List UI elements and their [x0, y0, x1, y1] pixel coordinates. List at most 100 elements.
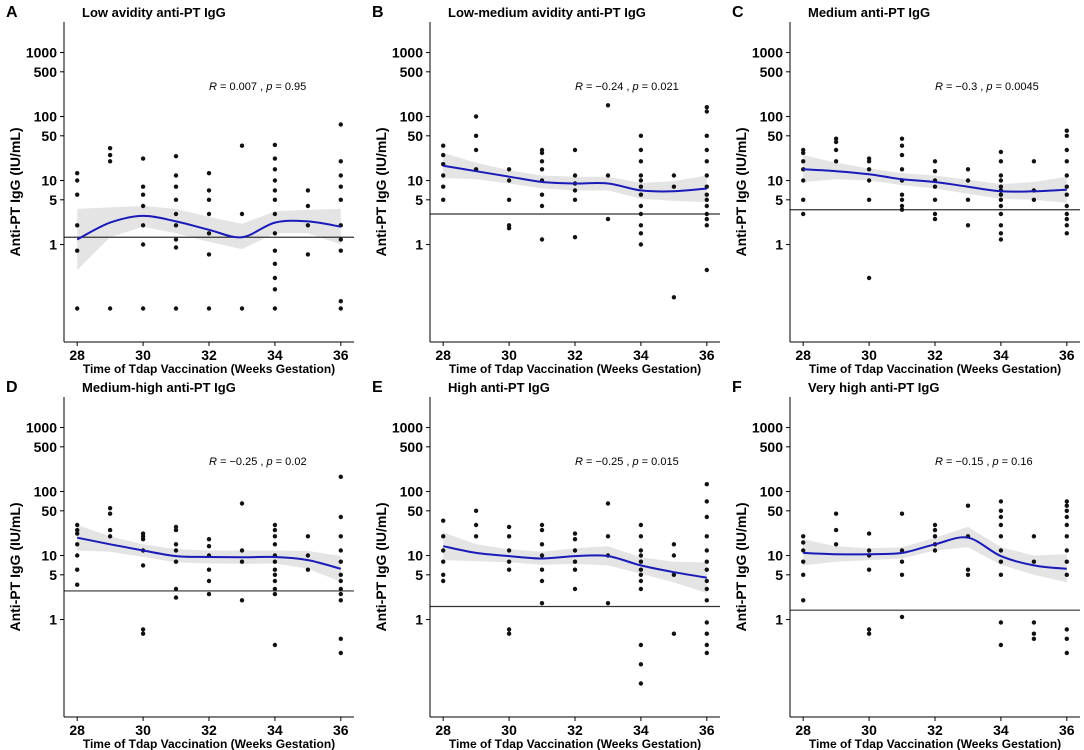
- data-point: [704, 534, 709, 539]
- data-point: [998, 522, 1004, 528]
- data-point: [704, 499, 709, 504]
- data-point: [638, 211, 644, 217]
- x-tick-label: 36: [1059, 347, 1075, 363]
- x-axis-label: Time of Tdap Vaccination (Weeks Gestatio…: [83, 737, 335, 750]
- data-point: [506, 567, 512, 572]
- data-point: [899, 203, 905, 209]
- data-point: [75, 306, 80, 311]
- data-point: [272, 248, 278, 253]
- data-point: [441, 173, 446, 178]
- p-label: p: [632, 456, 639, 468]
- data-point: [75, 171, 80, 176]
- panel-a: A Low avidity anti-PT IgG 1 5 10 50 100 500 1000…: [6, 4, 354, 376]
- data-point: [1064, 128, 1069, 133]
- x-tick-label: 30: [501, 722, 517, 738]
- data-point: [75, 527, 80, 533]
- data-point: [638, 147, 644, 153]
- correlation-annotation: R = −0.3 , p = 0.0045: [935, 81, 1039, 93]
- x-tick-label: 34: [267, 722, 283, 738]
- data-point: [1064, 192, 1069, 197]
- y-tick-label: 100: [400, 484, 424, 500]
- data-point: [866, 178, 872, 183]
- r-label: R: [575, 81, 583, 93]
- data-point: [965, 503, 971, 508]
- data-point: [932, 548, 938, 553]
- x-tick-label: 34: [633, 347, 649, 363]
- data-point: [75, 567, 80, 572]
- data-point: [605, 216, 611, 222]
- data-point: [638, 559, 644, 564]
- data-point: [1064, 548, 1069, 553]
- data-point: [965, 567, 971, 572]
- data-point: [140, 184, 146, 189]
- data-point: [272, 178, 278, 183]
- data-point: [638, 223, 644, 228]
- data-point: [866, 167, 872, 172]
- data-point: [833, 139, 839, 145]
- data-point: [638, 662, 644, 667]
- panel-b: B Low-medium avidity anti-PT IgG 1 5 10 50 100…: [372, 4, 720, 376]
- data-point: [473, 133, 479, 138]
- data-point: [998, 223, 1004, 228]
- x-tick-label: 28: [69, 722, 85, 738]
- data-point: [704, 197, 709, 202]
- data-point: [75, 223, 80, 228]
- data-point: [206, 591, 212, 597]
- data-point: [305, 203, 311, 209]
- data-point: [866, 531, 872, 536]
- data-point: [1031, 620, 1037, 625]
- data-point: [506, 178, 512, 183]
- data-point: [1064, 184, 1069, 189]
- data-point: [998, 197, 1004, 202]
- data-point: [506, 167, 512, 172]
- x-tick-label: 36: [699, 347, 715, 363]
- data-point: [539, 192, 545, 197]
- data-point: [866, 197, 872, 202]
- data-point: [239, 548, 245, 553]
- data-point: [704, 105, 709, 110]
- correlation-annotation: R = −0.25 , p = 0.02: [209, 456, 307, 468]
- panel-f: F Very high anti-PT IgG 1 5 10 50 100 500 1000 28…: [732, 379, 1080, 750]
- data-point: [704, 514, 709, 520]
- data-point: [932, 527, 938, 533]
- data-point: [173, 559, 179, 564]
- data-point: [338, 184, 343, 189]
- data-point: [272, 287, 278, 292]
- p-label: p: [266, 456, 273, 468]
- x-tick-label: 28: [435, 722, 451, 738]
- data-point: [998, 237, 1004, 242]
- data-point: [539, 601, 545, 606]
- data-point: [173, 245, 179, 250]
- stat-value: = 0.02: [273, 456, 307, 468]
- x-tick-label: 34: [633, 722, 649, 738]
- x-tick-label: 34: [993, 347, 1009, 363]
- data-point: [305, 534, 311, 539]
- data-point: [704, 203, 709, 209]
- data-point: [539, 527, 545, 533]
- data-point: [1064, 499, 1069, 504]
- data-point: [206, 252, 212, 257]
- data-point: [801, 534, 806, 539]
- x-tick-label: 34: [267, 347, 283, 363]
- data-point: [801, 178, 806, 183]
- data-point: [338, 636, 343, 641]
- data-point: [638, 203, 644, 209]
- data-point: [704, 133, 709, 138]
- data-point: [338, 591, 343, 597]
- data-point: [1064, 650, 1069, 656]
- y-tick-label: 50: [767, 128, 783, 144]
- data-point: [998, 231, 1004, 236]
- y-axis-label: Anti-PT IgG (IU/mL): [7, 127, 23, 256]
- data-point: [1031, 159, 1037, 164]
- data-point: [173, 542, 179, 547]
- data-point: [638, 173, 644, 178]
- data-point: [338, 237, 343, 242]
- panel-title: Low avidity anti-PT IgG: [82, 5, 226, 20]
- y-tick-label: 500: [760, 64, 784, 80]
- data-point: [272, 578, 278, 584]
- data-point: [173, 237, 179, 242]
- data-point: [572, 559, 578, 564]
- data-point: [140, 156, 146, 161]
- data-point: [441, 559, 446, 564]
- data-point: [1064, 223, 1069, 228]
